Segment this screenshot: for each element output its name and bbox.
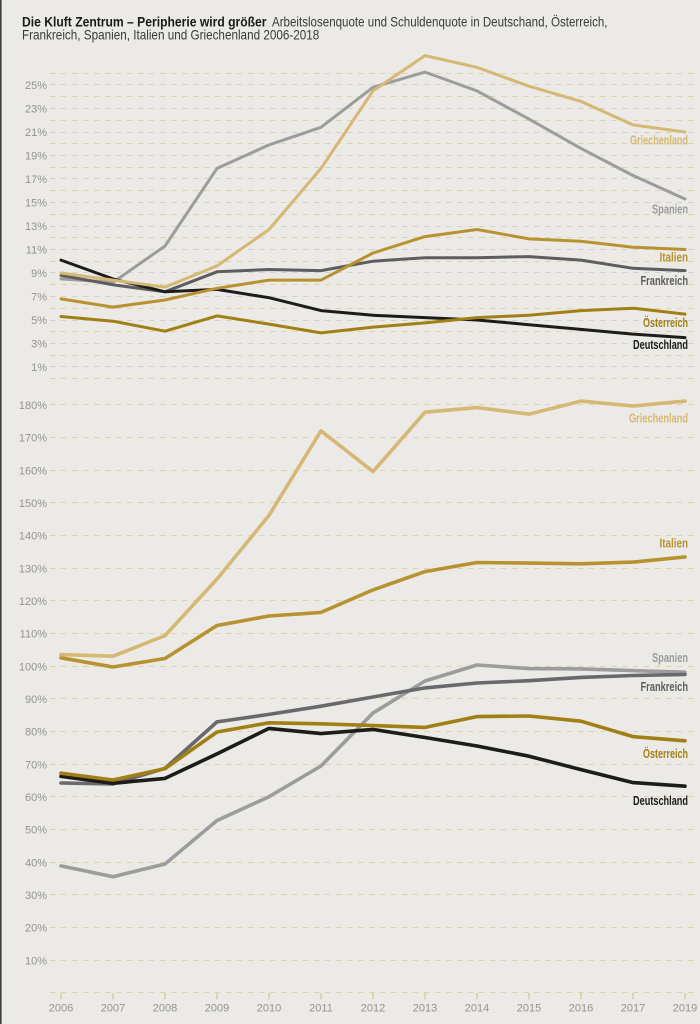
svg-text:25%: 25% — [25, 80, 47, 92]
svg-text:Deutschland: Deutschland — [633, 794, 688, 808]
svg-text:Frankreich, Spanien, Italien u: Frankreich, Spanien, Italien und Grieche… — [22, 28, 320, 43]
svg-text:2010: 2010 — [257, 1003, 281, 1015]
svg-text:2017: 2017 — [621, 1003, 645, 1015]
svg-text:110%: 110% — [20, 629, 48, 641]
svg-text:2013: 2013 — [413, 1003, 437, 1015]
svg-text:5%: 5% — [31, 315, 47, 327]
svg-text:170%: 170% — [19, 433, 47, 445]
svg-text:Österreich: Österreich — [643, 315, 688, 330]
svg-text:160%: 160% — [19, 465, 47, 477]
svg-text:Spanien: Spanien — [652, 202, 688, 216]
svg-text:10%: 10% — [25, 955, 47, 967]
svg-text:19%: 19% — [25, 151, 47, 163]
svg-text:2019: 2019 — [673, 1003, 697, 1015]
svg-text:2015: 2015 — [517, 1003, 541, 1015]
svg-text:11%: 11% — [26, 245, 47, 257]
svg-text:15%: 15% — [25, 198, 47, 210]
svg-text:9%: 9% — [31, 268, 47, 280]
svg-text:2008: 2008 — [153, 1003, 177, 1015]
svg-text:2009: 2009 — [205, 1003, 229, 1015]
svg-text:150%: 150% — [19, 498, 47, 510]
svg-text:Die Kluft Zentrum – Peripherie: Die Kluft Zentrum – Peripherie wird größ… — [22, 14, 267, 29]
svg-text:2006: 2006 — [49, 1003, 73, 1015]
svg-text:60%: 60% — [25, 792, 47, 804]
svg-text:100%: 100% — [19, 661, 47, 673]
svg-text:50%: 50% — [25, 825, 47, 837]
svg-text:180%: 180% — [19, 400, 47, 412]
svg-text:21%: 21% — [25, 127, 47, 139]
svg-text:2012: 2012 — [361, 1003, 385, 1015]
svg-text:40%: 40% — [25, 857, 47, 869]
svg-text:120%: 120% — [19, 596, 47, 608]
svg-text:80%: 80% — [25, 727, 47, 739]
svg-text:Österreich: Österreich — [643, 746, 688, 761]
svg-text:23%: 23% — [25, 104, 47, 116]
svg-text:Italien: Italien — [660, 250, 689, 264]
svg-text:2007: 2007 — [101, 1003, 125, 1015]
svg-text:Deutschland: Deutschland — [633, 338, 688, 352]
svg-text:3%: 3% — [31, 339, 47, 351]
svg-text:Griechenland: Griechenland — [630, 133, 688, 147]
svg-text:2011: 2011 — [309, 1003, 333, 1015]
svg-text:Frankreich: Frankreich — [641, 680, 689, 694]
svg-text:70%: 70% — [25, 759, 47, 771]
svg-text:2014: 2014 — [465, 1003, 489, 1015]
svg-text:2016: 2016 — [569, 1003, 593, 1015]
svg-text:Italien: Italien — [660, 536, 689, 550]
svg-text:7%: 7% — [31, 292, 47, 304]
svg-text:130%: 130% — [19, 563, 47, 575]
svg-text:Frankreich: Frankreich — [641, 274, 689, 288]
svg-text:1%: 1% — [31, 362, 47, 374]
svg-text:13%: 13% — [25, 221, 47, 233]
svg-text:Spanien: Spanien — [652, 651, 688, 665]
svg-text:20%: 20% — [25, 923, 47, 935]
svg-text:Arbeitslosenquote und Schulden: Arbeitslosenquote und Schuldenquote in D… — [272, 12, 608, 29]
svg-text:Griechenland: Griechenland — [629, 411, 688, 425]
svg-text:140%: 140% — [19, 531, 47, 543]
svg-text:30%: 30% — [25, 890, 47, 902]
svg-text:90%: 90% — [25, 694, 47, 706]
svg-text:17%: 17% — [25, 174, 47, 186]
